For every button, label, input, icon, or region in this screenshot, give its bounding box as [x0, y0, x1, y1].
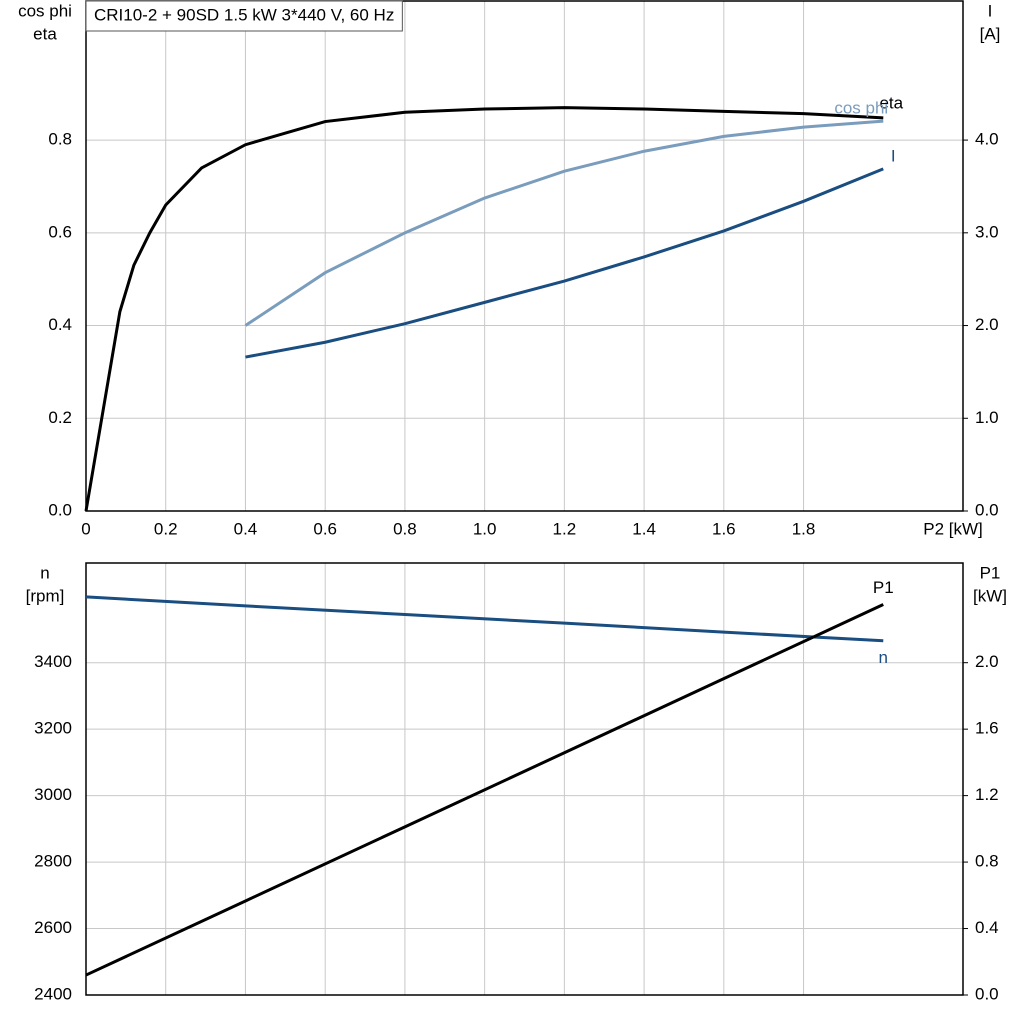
y-tick-label: 0.6	[48, 222, 72, 241]
y2-tick-label: 0.8	[975, 852, 999, 871]
series-label: cos phi	[834, 99, 888, 118]
y-axis-label: cos phi	[18, 1, 72, 20]
plot-frame	[85, 562, 964, 996]
y-tick-label: 2800	[34, 852, 72, 871]
title-box	[85, 0, 403, 32]
y2-tick-label: 1.6	[975, 719, 999, 738]
y-axis-label: [rpm]	[26, 586, 65, 605]
x-tick-label: 1.4	[632, 519, 656, 538]
y-axis-label: n	[40, 563, 49, 582]
y2-tick-label: 4.0	[975, 130, 999, 149]
y-tick-label: 0.4	[48, 315, 72, 334]
x-tick-label: 0.2	[154, 519, 178, 538]
y2-axis-label: I	[988, 1, 993, 20]
series-line	[84, 106, 884, 512]
x-tick-label: 0.4	[234, 519, 258, 538]
series-line	[85, 603, 884, 977]
x-tick-label: 1.0	[473, 519, 497, 538]
x-tick-label: 1.6	[712, 519, 736, 538]
y2-axis-label: P1	[980, 563, 1001, 582]
y-tick-label: 2400	[34, 984, 72, 1003]
plot-frame	[85, 0, 964, 512]
y2-axis-label: [A]	[980, 24, 1001, 43]
y-tick-label: 2600	[34, 918, 72, 937]
x-tick-label: 1.2	[553, 519, 577, 538]
y-tick-label: 0.8	[48, 130, 72, 149]
y2-tick-label: 0.4	[975, 918, 999, 937]
y-tick-label: 0.2	[48, 408, 72, 427]
chart-title: CRI10-2 + 90SD 1.5 kW 3*440 V, 60 Hz	[94, 5, 394, 24]
y-tick-label: 3200	[34, 719, 72, 738]
series-label: n	[879, 648, 888, 667]
y-tick-label: 0.0	[48, 500, 72, 519]
x-axis-label: P2 [kW]	[923, 519, 983, 538]
y-tick-label: 3000	[34, 785, 72, 804]
y2-tick-label: 1.2	[975, 785, 999, 804]
y2-tick-label: 1.0	[975, 408, 999, 427]
x-tick-label: 1.8	[792, 519, 816, 538]
series-line	[244, 119, 884, 327]
y2-tick-label: 0.0	[975, 500, 999, 519]
series-line	[245, 167, 884, 359]
y2-tick-label: 3.0	[975, 222, 999, 241]
x-tick-label: 0.8	[393, 519, 417, 538]
x-tick-label: 0.6	[313, 519, 337, 538]
y-axis-label: eta	[33, 24, 57, 43]
y2-tick-label: 2.0	[975, 652, 999, 671]
y2-axis-label: [kW]	[973, 586, 1007, 605]
series-line	[85, 595, 884, 643]
y2-tick-label: 0.0	[975, 984, 999, 1003]
y-tick-label: 3400	[34, 652, 72, 671]
x-tick-label: 0	[81, 519, 90, 538]
series-label: P1	[873, 578, 894, 597]
series-label: I	[891, 146, 896, 165]
y2-tick-label: 2.0	[975, 315, 999, 334]
series-label: eta	[879, 93, 903, 112]
